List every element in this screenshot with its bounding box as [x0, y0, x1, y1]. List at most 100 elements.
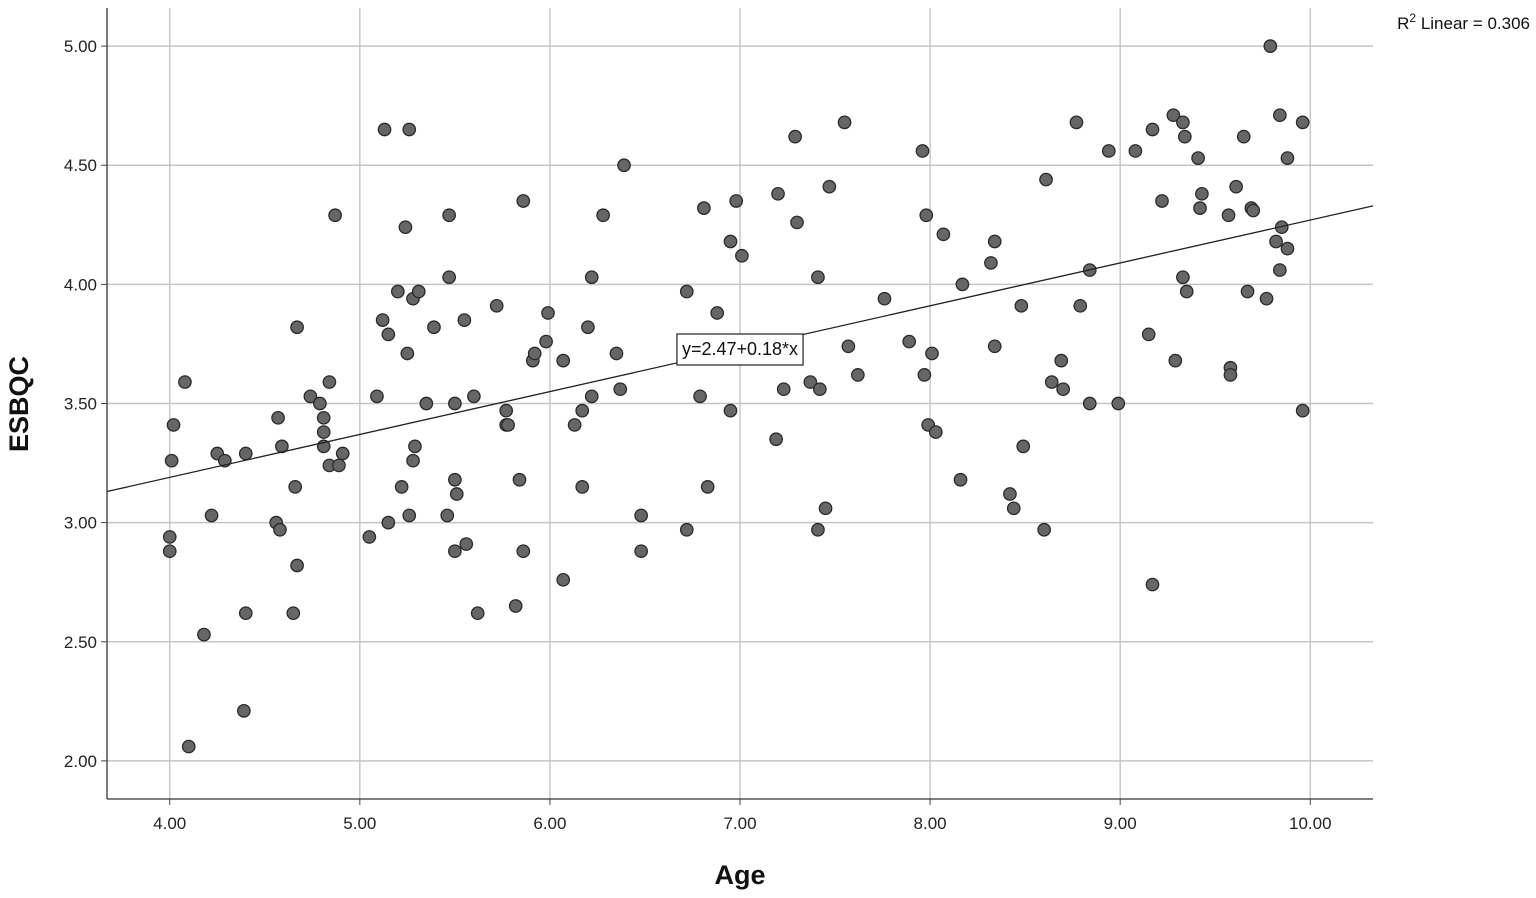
x-tick-label: 8.00 — [914, 814, 947, 833]
data-point — [1274, 220, 1289, 235]
data-point — [427, 320, 441, 335]
data-point — [1295, 115, 1310, 130]
data-point — [1240, 284, 1255, 299]
data-point — [1166, 108, 1181, 123]
data-point — [729, 194, 744, 208]
data-point — [1176, 270, 1190, 285]
data-point — [516, 544, 531, 559]
data-point — [1191, 151, 1205, 165]
data-point — [1193, 201, 1207, 215]
data-point — [1014, 298, 1029, 313]
data-point — [539, 334, 553, 349]
data-point — [790, 215, 804, 230]
data-point — [575, 403, 590, 418]
data-point — [181, 739, 196, 754]
data-point — [584, 389, 599, 404]
data-point — [837, 115, 852, 130]
data-point — [877, 291, 892, 306]
data-point — [273, 522, 287, 537]
data-point — [984, 256, 998, 270]
data-point — [1280, 241, 1295, 256]
data-point — [408, 439, 422, 454]
data-point — [1179, 284, 1194, 299]
data-point — [1054, 353, 1069, 368]
y-tick-label: 2.00 — [64, 752, 97, 771]
data-point — [390, 284, 405, 299]
data-point — [1273, 108, 1287, 123]
data-point — [398, 220, 413, 235]
data-point — [197, 627, 211, 642]
data-point — [448, 396, 462, 411]
data-point — [286, 606, 301, 621]
data-point — [449, 487, 464, 501]
data-point — [556, 572, 571, 587]
data-point — [803, 375, 818, 389]
y-tick-label: 3.50 — [64, 395, 97, 414]
data-point — [596, 208, 610, 223]
data-point — [613, 382, 628, 397]
data-point — [402, 122, 417, 137]
data-point — [617, 158, 631, 173]
data-point — [723, 234, 738, 249]
data-point — [470, 606, 485, 621]
x-axis-title: Age — [714, 860, 765, 890]
data-point — [1073, 298, 1088, 313]
data-point — [953, 472, 968, 487]
data-point — [402, 508, 417, 523]
data-point — [693, 389, 707, 404]
data-point — [609, 346, 624, 361]
data-point — [362, 530, 377, 544]
data-point — [1141, 327, 1156, 342]
data-point — [375, 313, 390, 327]
y-tick-label: 4.00 — [64, 275, 97, 294]
data-point — [1056, 382, 1071, 397]
data-point — [575, 480, 590, 494]
data-point — [634, 508, 649, 523]
data-point — [335, 446, 350, 461]
data-point — [1223, 368, 1238, 382]
y-axis-ticks: 2.00 2.50 3.00 3.50 4.00 4.50 5.00 — [64, 37, 107, 771]
data-point — [788, 129, 802, 144]
data-point — [370, 389, 384, 404]
data-point — [328, 208, 342, 223]
data-point — [1044, 375, 1059, 389]
data-point — [527, 346, 542, 361]
data-point — [581, 320, 595, 335]
x-tick-label: 9.00 — [1104, 814, 1137, 833]
data-point — [987, 339, 1002, 354]
data-point — [1145, 577, 1160, 592]
data-point — [442, 270, 457, 285]
data-point — [411, 284, 426, 299]
data-point — [771, 186, 785, 201]
data-point — [1280, 151, 1295, 165]
data-point — [769, 432, 783, 447]
data-point — [164, 453, 179, 468]
data-point — [1006, 501, 1021, 516]
data-point — [1168, 353, 1183, 368]
data-point — [467, 389, 481, 404]
data-point — [1195, 186, 1209, 201]
data-point — [489, 298, 504, 313]
data-point — [322, 375, 337, 389]
data-point — [178, 375, 192, 389]
data-point — [1155, 194, 1169, 208]
data-point — [288, 480, 303, 494]
data-point — [811, 522, 825, 537]
data-point — [1069, 115, 1084, 130]
data-point — [377, 122, 392, 137]
data-point — [457, 313, 472, 327]
data-point — [1273, 263, 1287, 277]
data-point — [556, 353, 571, 368]
data-point — [584, 270, 599, 285]
data-point — [567, 418, 582, 432]
data-point — [735, 248, 749, 263]
data-point — [290, 558, 304, 573]
data-point — [679, 522, 694, 537]
data-point — [1101, 144, 1116, 158]
data-point — [508, 599, 523, 613]
data-point — [1229, 179, 1243, 194]
data-point — [162, 530, 177, 544]
r2-prefix: R — [1397, 14, 1409, 33]
data-point — [541, 306, 555, 320]
data-point — [812, 382, 827, 397]
